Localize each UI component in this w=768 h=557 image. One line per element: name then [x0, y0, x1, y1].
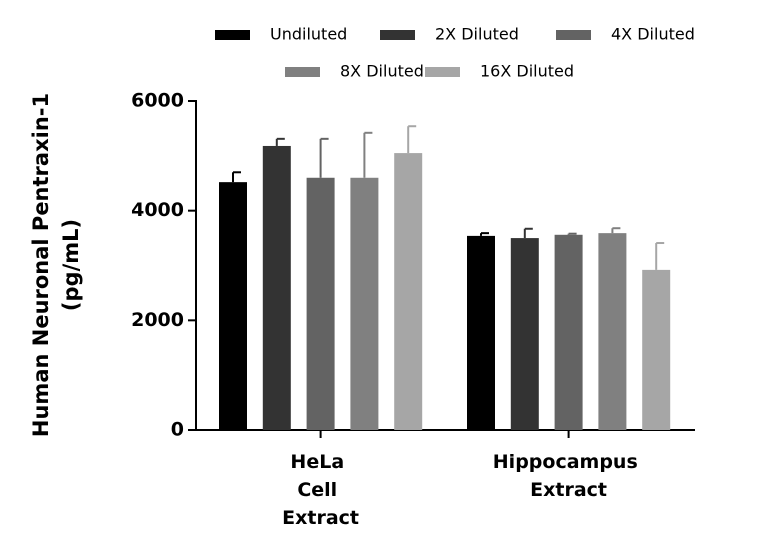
bar [642, 269, 671, 430]
bar [510, 238, 539, 430]
y-tick-label: 4000 [131, 199, 184, 221]
x-tick-label: HeLa Cell Extract [282, 451, 359, 529]
bar [554, 234, 583, 430]
y-axis-title: (pg/mL) [59, 219, 83, 311]
bar [394, 153, 423, 430]
bar [262, 145, 291, 431]
y-axis-title: Human Neuronal Pentraxin-1 [29, 93, 53, 437]
bar [219, 182, 247, 430]
y-tick-label: 0 [171, 419, 184, 441]
legend-swatch [425, 67, 460, 77]
bar [467, 235, 495, 430]
legend-label: 8X Diluted [340, 62, 424, 81]
legend-label: 16X Diluted [480, 62, 574, 81]
legend-label: Undiluted [270, 25, 347, 44]
legend-swatch [285, 67, 320, 77]
y-tick-label: 2000 [131, 309, 184, 331]
y-tick-label: 6000 [131, 90, 184, 112]
bar [350, 177, 379, 430]
legend-label: 4X Diluted [611, 25, 695, 44]
legend-label: 2X Diluted [435, 25, 519, 44]
bar [306, 177, 335, 430]
x-tick-label: Hippocampus Extract [493, 451, 645, 501]
y-axis-label: Human Neuronal Pentraxin-1 (pg/mL) [29, 93, 83, 437]
legend-swatch [556, 30, 591, 40]
legend-swatch [215, 30, 250, 40]
bar [598, 233, 627, 430]
legend-swatch [380, 30, 415, 40]
